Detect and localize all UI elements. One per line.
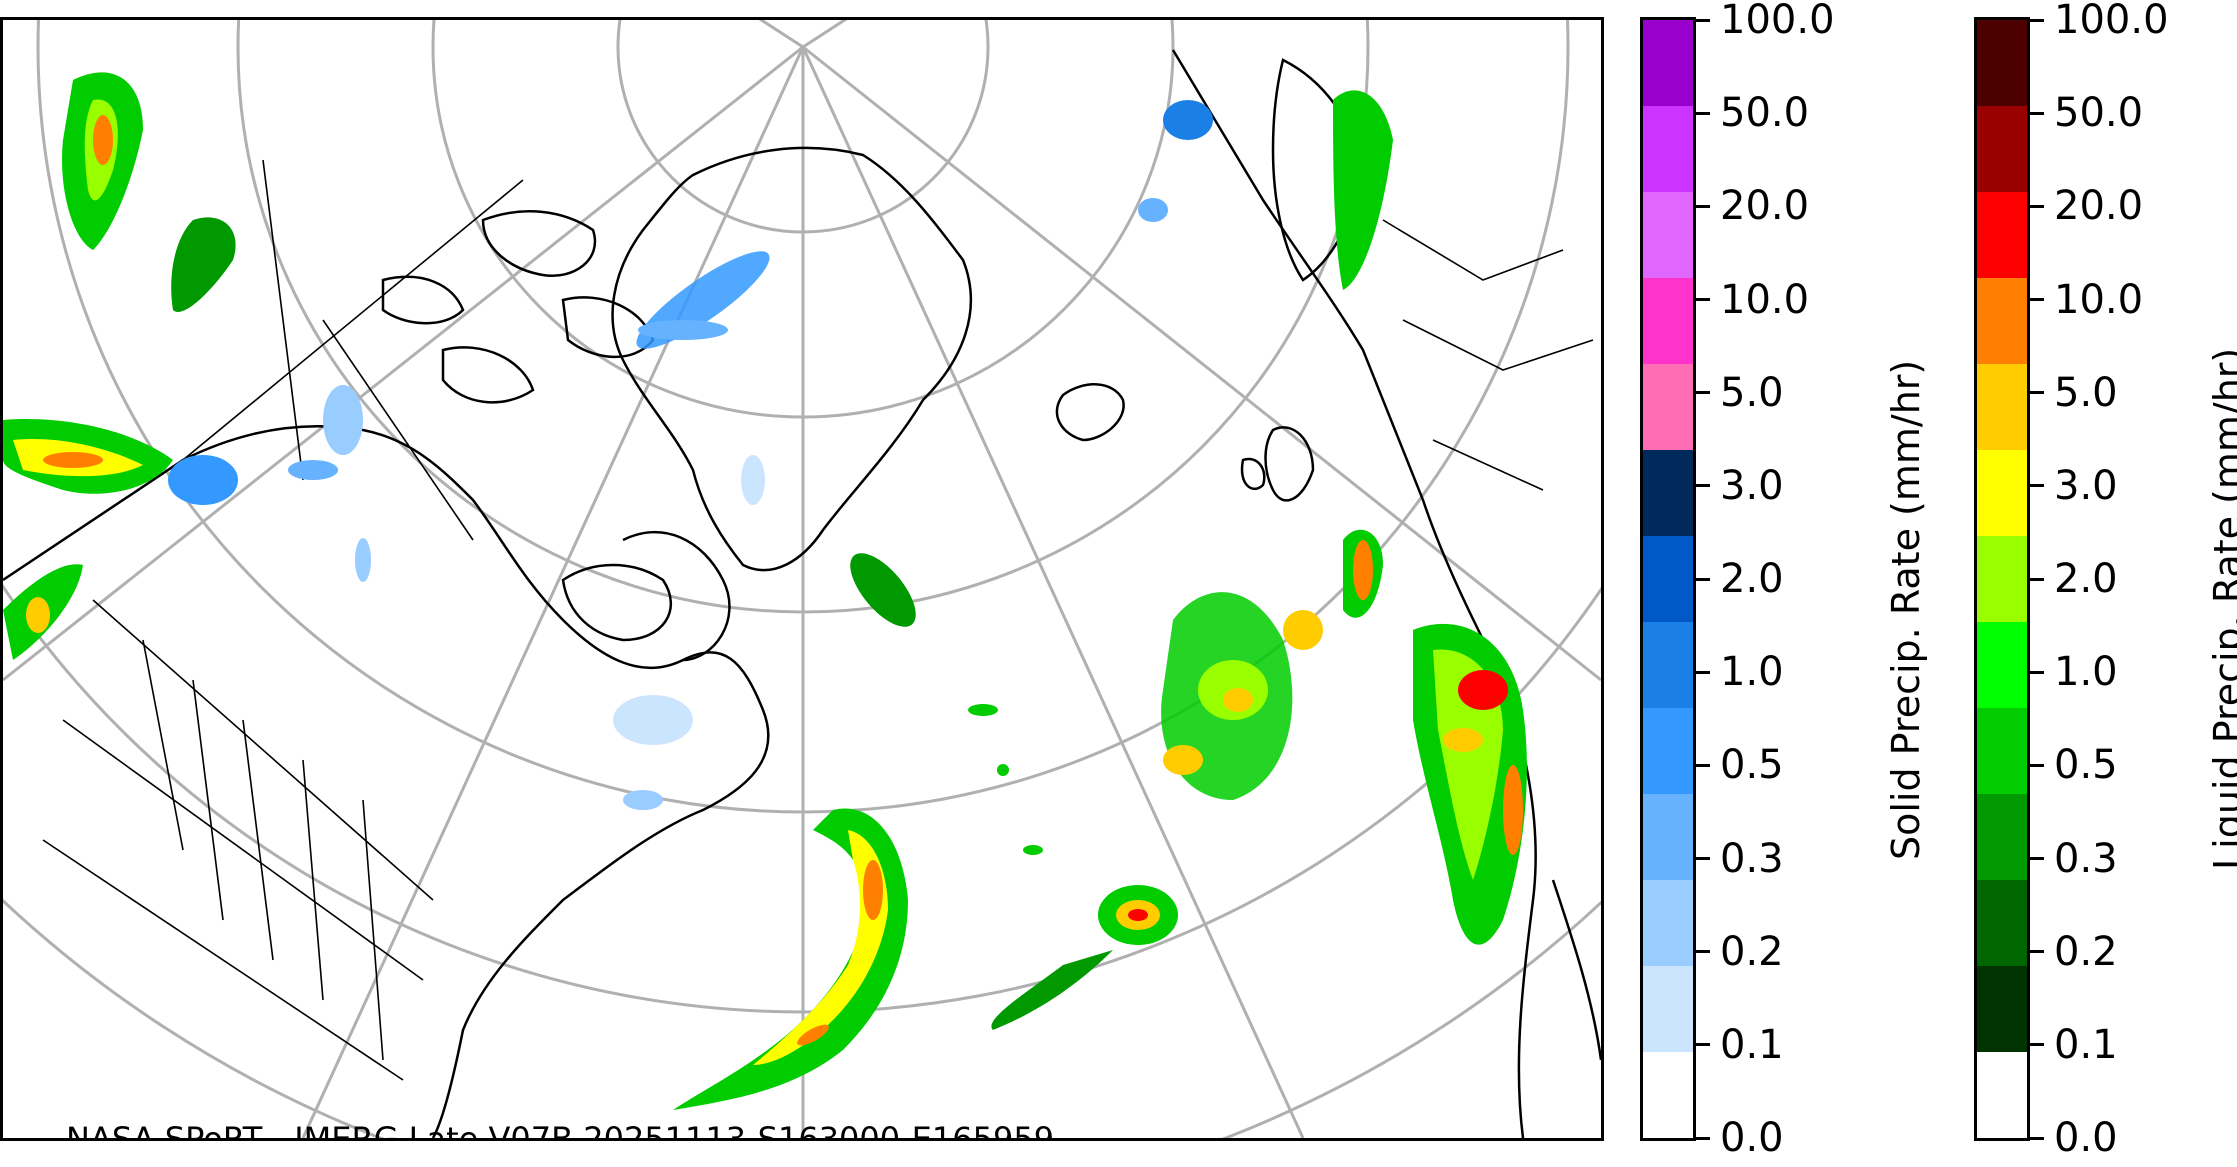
solid-colorbar-tick-label: 100.0 xyxy=(1720,0,1835,43)
solid-colorbar-swatch xyxy=(1643,20,1693,106)
liquid-colorbar-title: Liquid Precip. Rate (mm/hr) xyxy=(2206,347,2237,870)
solid-colorbar-title: Solid Precip. Rate (mm/hr) xyxy=(1884,359,1928,860)
liquid-colorbar-tick-label: 2.0 xyxy=(2054,556,2118,602)
liquid-colorbar-tick-label: 0.5 xyxy=(2054,742,2118,789)
liquid-colorbar-tick-label: 20.0 xyxy=(2054,183,2144,230)
graticule xyxy=(3,20,1601,1138)
solid-colorbar-tick-label: 2.0 xyxy=(1720,556,1784,602)
solid-colorbar-ticks: 0.0 0.1 0.2 0.3 0.5 1.0 2.0 3.0 5.0 10.0 20.0 50.0 1… xyxy=(1696,0,1846,1160)
solid-colorbar-tick-label: 10.0 xyxy=(1720,276,1810,323)
solid-colorbar-swatch xyxy=(1643,278,1693,364)
solid-precip-areas xyxy=(168,100,1213,810)
liquid-colorbar-tick-label: 0.3 xyxy=(2054,835,2118,882)
solid-colorbar-tick-label: 0.2 xyxy=(1720,928,1784,975)
liquid-colorbar-swatch xyxy=(1977,880,2027,966)
solid-colorbar-tick-label: 1.0 xyxy=(1720,649,1784,696)
solid-colorbar-swatch xyxy=(1643,880,1693,966)
liquid-colorbar-swatch xyxy=(1977,708,2027,794)
solid-colorbar-tick-label: 0.3 xyxy=(1720,835,1784,882)
liquid-colorbar-swatch xyxy=(1977,364,2027,450)
solid-colorbar-tick-label: 50.0 xyxy=(1720,90,1810,137)
liquid-colorbar-swatch xyxy=(1977,794,2027,880)
data-credit: NASA SPoRT - IMERG Late V07B 20251113-S1… xyxy=(66,1120,1055,1141)
precipitation-map: NASA SPoRT - IMERG Late V07B 20251113-S1… xyxy=(0,17,1604,1141)
liquid-colorbar-tick-label: 10.0 xyxy=(2054,276,2144,323)
solid-colorbar-tick-label: 3.0 xyxy=(1720,462,1784,509)
borders xyxy=(42,159,1594,1081)
liquid-colorbar xyxy=(1974,17,2030,1141)
liquid-colorbar-tick-label: 0.1 xyxy=(2054,1021,2118,1068)
liquid-colorbar-tick-label: 100.0 xyxy=(2054,0,2169,43)
liquid-colorbar-tick-label: 5.0 xyxy=(2054,369,2118,416)
liquid-colorbar-swatch xyxy=(1977,536,2027,622)
solid-colorbar-tick-label: 5.0 xyxy=(1720,369,1784,416)
liquid-precip-areas xyxy=(3,72,1527,1110)
liquid-colorbar-tick-label: 1.0 xyxy=(2054,649,2118,696)
liquid-colorbar-tick-label: 3.0 xyxy=(2054,462,2118,509)
liquid-colorbar-swatch xyxy=(1977,450,2027,536)
solid-colorbar-swatch xyxy=(1643,536,1693,622)
solid-colorbar-tick-label: 20.0 xyxy=(1720,183,1810,230)
liquid-colorbar-tick-label: 0.2 xyxy=(2054,928,2118,975)
solid-colorbar xyxy=(1640,17,1696,1141)
solid-colorbar-tick-label: 0.0 xyxy=(1720,1115,1784,1161)
solid-colorbar-swatch xyxy=(1643,106,1693,192)
liquid-colorbar-ticks: 0.0 0.1 0.2 0.3 0.5 1.0 2.0 3.0 5.0 10.0 20.0 50.0 1… xyxy=(2030,0,2180,1160)
liquid-colorbar-swatch xyxy=(1977,192,2027,278)
liquid-colorbar-swatch xyxy=(1977,622,2027,708)
solid-colorbar-tick-label: 0.1 xyxy=(1720,1021,1784,1068)
solid-colorbar-swatch xyxy=(1643,622,1693,708)
solid-colorbar-swatch xyxy=(1643,364,1693,450)
solid-colorbar-swatch xyxy=(1643,708,1693,794)
liquid-colorbar-swatch xyxy=(1977,278,2027,364)
solid-colorbar-swatch xyxy=(1643,1052,1693,1138)
solid-colorbar-swatch xyxy=(1643,192,1693,278)
solid-colorbar-tick-label: 0.5 xyxy=(1720,742,1784,789)
solid-colorbar-swatch xyxy=(1643,966,1693,1052)
liquid-colorbar-tick-label: 50.0 xyxy=(2054,90,2144,137)
liquid-colorbar-swatch xyxy=(1977,1052,2027,1138)
solid-colorbar-swatch xyxy=(1643,450,1693,536)
liquid-colorbar-swatch xyxy=(1977,966,2027,1052)
liquid-colorbar-tick-label: 0.0 xyxy=(2054,1115,2118,1161)
liquid-colorbar-swatch xyxy=(1977,20,2027,106)
liquid-colorbar-swatch xyxy=(1977,106,2027,192)
solid-colorbar-swatch xyxy=(1643,794,1693,880)
